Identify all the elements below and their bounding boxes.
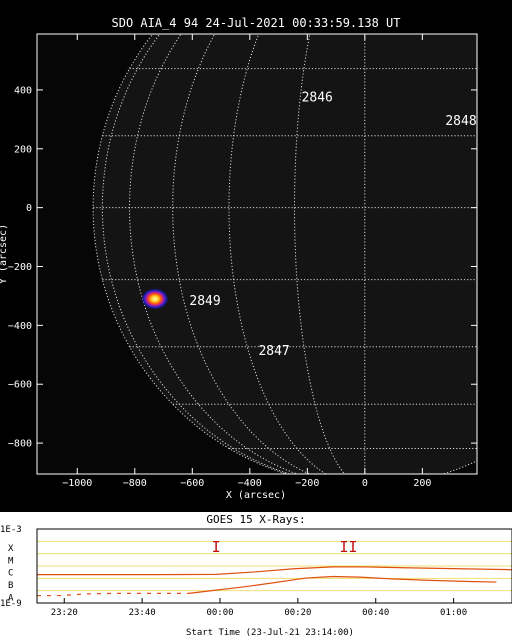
goes-series: I II xyxy=(37,538,512,597)
y-tick-label: 400 xyxy=(14,85,32,96)
goes-series-line xyxy=(188,575,497,594)
longitude-line xyxy=(294,34,346,474)
active-region-label: 2848 xyxy=(445,114,476,129)
goes-class-label: A xyxy=(8,593,14,603)
solar-disk xyxy=(93,34,477,474)
goes-series-line xyxy=(37,592,189,597)
goes-x-tick-label: 00:40 xyxy=(362,608,389,618)
y-tick-label: 200 xyxy=(14,144,32,155)
goes-event-marker: I xyxy=(212,538,221,556)
goes-y-max-label: 1E-3 xyxy=(0,525,22,535)
x-tick-label: −800 xyxy=(123,478,147,489)
goes-class-label: M xyxy=(8,556,14,566)
goes-xlabel: Start Time (23-Jul-21 23:14:00) xyxy=(186,628,354,638)
x-tick-label: −1000 xyxy=(62,478,92,489)
aia-axes: −1000 −800 −600 −400 −200 0 200 −800 −600 −400 −20… xyxy=(8,34,477,489)
x-tick-label: 0 xyxy=(362,478,368,489)
longitude-line xyxy=(128,34,299,474)
goes-class-label: B xyxy=(8,581,13,591)
aia-title: SDO AIA_4 94 24-Jul-2021 00:33:59.138 UT xyxy=(112,16,401,30)
y-tick-label: −800 xyxy=(8,439,32,450)
goes-x-tick-label: 23:40 xyxy=(129,608,156,618)
active-region-label: 2849 xyxy=(189,294,220,309)
y-tick-label: −200 xyxy=(8,262,32,273)
x-tick-label: −600 xyxy=(180,478,204,489)
goes-plot-frame xyxy=(36,528,512,604)
x-tick-label: 200 xyxy=(413,478,431,489)
y-tick-label: −400 xyxy=(8,321,32,332)
goes-class-gridlines xyxy=(37,540,512,592)
goes-x-tick-label: 01:00 xyxy=(440,608,467,618)
x-tick-label: −400 xyxy=(238,478,262,489)
aia-xlabel: X (arcsec) xyxy=(226,490,286,501)
goes-series-line xyxy=(37,566,512,576)
goes-x-tick-label: 00:00 xyxy=(206,608,233,618)
flare-source xyxy=(140,287,169,310)
goes-x-tick-label: 00:20 xyxy=(284,608,311,618)
longitude-line xyxy=(101,34,292,474)
heliographic-grid xyxy=(92,34,477,474)
y-tick-label: −600 xyxy=(8,380,32,391)
active-region-label: 2846 xyxy=(302,91,333,106)
active-region-label: 2847 xyxy=(258,344,289,359)
aia-solar-image: SDO AIA_4 94 24-Jul-2021 00:33:59.138 UT… xyxy=(0,16,478,501)
goes-class-label: C xyxy=(8,569,13,579)
y-tick-label: 0 xyxy=(26,203,32,214)
goes-event-marker: II xyxy=(339,538,357,556)
goes-y-min-label: 1E-9 xyxy=(0,599,22,609)
aia-annotations: 2846 2848 2849 2847 xyxy=(189,91,476,359)
goes-title: GOES 15 X-Rays: xyxy=(206,513,305,526)
goes-class-label: X xyxy=(8,544,14,554)
x-tick-label: −200 xyxy=(295,478,319,489)
aia-plot-frame xyxy=(36,33,478,475)
goes-x-tick-label: 23:20 xyxy=(51,608,78,618)
aia-ylabel: Y (arcsec) xyxy=(0,224,9,284)
